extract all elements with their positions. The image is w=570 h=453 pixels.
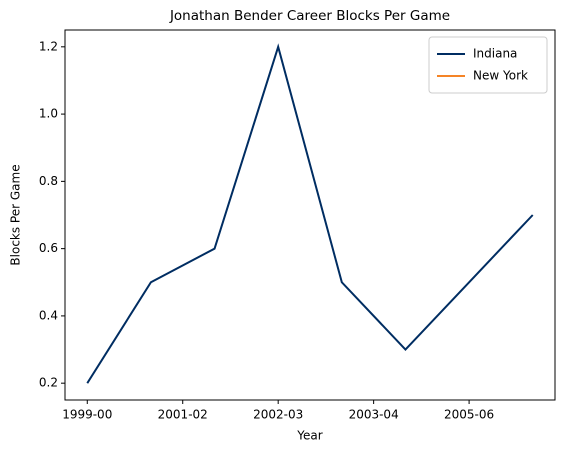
y-tick-label: 1.2 (39, 39, 58, 53)
x-tick-label: 2003-04 (349, 408, 399, 422)
x-tick-label: 2001-02 (158, 408, 208, 422)
plot-frame (64, 29, 556, 401)
x-tick-label: 1999-00 (62, 408, 112, 422)
x-axis-label: Year (296, 429, 322, 443)
y-tick-label: 0.8 (39, 174, 58, 188)
y-tick-label: 1.0 (39, 107, 58, 121)
chart-title: Jonathan Bender Career Blocks Per Game (169, 8, 450, 24)
legend-box (428, 36, 548, 94)
y-tick-label: 0.4 (39, 308, 58, 322)
line (86, 43, 534, 384)
y-tick-label: 0.6 (39, 241, 58, 255)
x-tick-label: 2005-06 (444, 408, 494, 422)
x-tick-label: 2002-03 (253, 408, 303, 422)
legend-label: New York (473, 69, 528, 83)
y-axis-label: Blocks Per Game (9, 164, 23, 265)
legend-label: Indiana (473, 47, 517, 61)
y-tick-label: 0.2 (39, 376, 58, 390)
